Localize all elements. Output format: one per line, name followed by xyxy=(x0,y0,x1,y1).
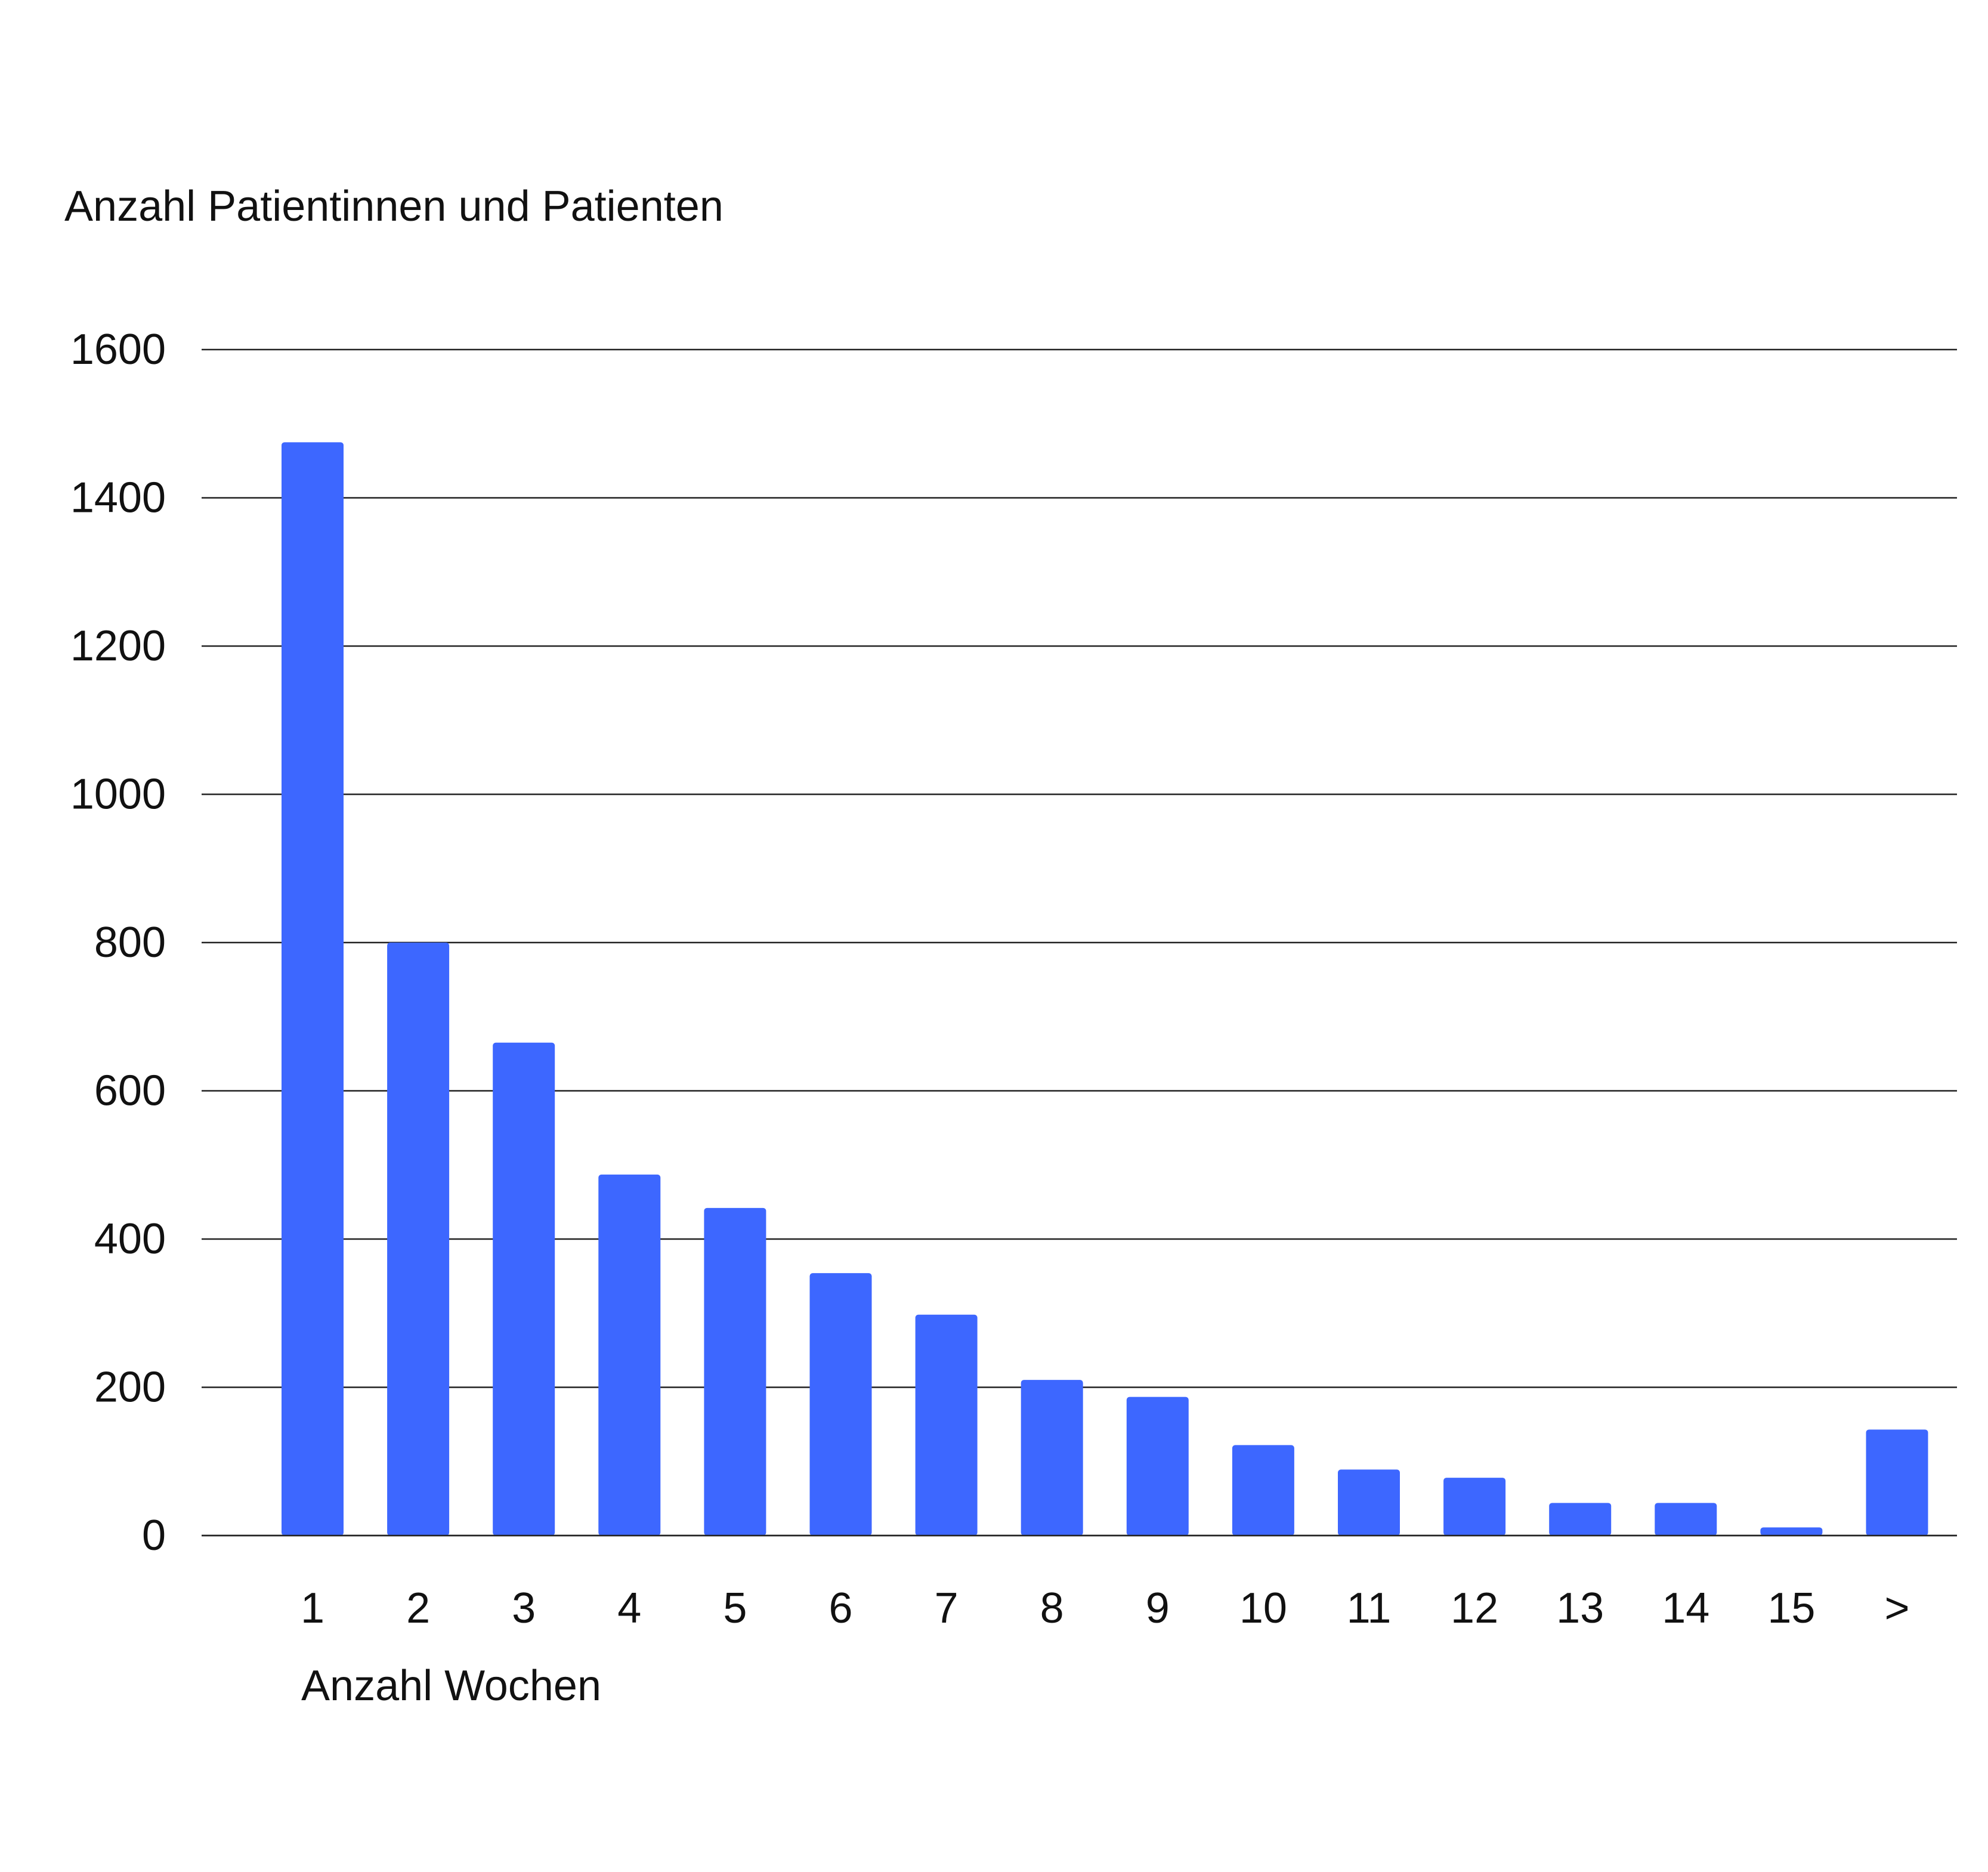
bar-gt15 xyxy=(1866,1429,1928,1536)
x-tick-label: 4 xyxy=(617,1584,641,1632)
x-axis-ticks: 1 2 3 4 5 6 7 8 9 10 11 12 13 14 15 > xyxy=(301,1584,1910,1632)
bar-2 xyxy=(387,943,450,1536)
y-tick-label: 600 xyxy=(94,1067,166,1115)
x-tick-label: 11 xyxy=(1347,1584,1392,1632)
bar-3 xyxy=(493,1042,555,1536)
bar-1 xyxy=(282,442,344,1536)
bar-9 xyxy=(1126,1397,1189,1536)
y-tick-label: 0 xyxy=(142,1512,166,1559)
bar-12 xyxy=(1443,1478,1506,1536)
x-axis-label: Anzahl Wochen xyxy=(301,1662,601,1710)
y-tick-label: 1600 xyxy=(70,326,166,373)
bar-13 xyxy=(1549,1503,1612,1536)
x-tick-label: 14 xyxy=(1662,1584,1709,1632)
bar-15 xyxy=(1760,1527,1823,1536)
x-tick-label: 8 xyxy=(1040,1584,1064,1632)
bar-5 xyxy=(704,1207,766,1536)
x-tick-label: 10 xyxy=(1239,1584,1287,1632)
x-tick-label: 5 xyxy=(723,1584,747,1632)
x-tick-label: 12 xyxy=(1451,1584,1498,1632)
bar-8 xyxy=(1021,1380,1083,1536)
x-tick-label: 1 xyxy=(301,1584,324,1632)
y-tick-label: 1000 xyxy=(70,771,166,818)
x-tick-label: 3 xyxy=(512,1584,536,1632)
y-tick-label: 1200 xyxy=(70,622,166,670)
x-tick-label: 2 xyxy=(406,1584,430,1632)
bars xyxy=(202,442,1957,1537)
y-tick-label: 1400 xyxy=(70,474,166,522)
y-axis-ticks: 0 200 400 600 800 1000 1200 1400 1600 xyxy=(70,326,166,1559)
x-tick-label: 6 xyxy=(828,1584,852,1632)
gridlines xyxy=(202,348,1957,1537)
x-tick-label: > xyxy=(1884,1584,1909,1632)
bar-7 xyxy=(915,1314,978,1536)
bar-14 xyxy=(1655,1503,1717,1536)
bar-6 xyxy=(809,1273,872,1536)
bar-10 xyxy=(1232,1445,1294,1536)
y-tick-label: 400 xyxy=(94,1215,166,1263)
bar-4 xyxy=(598,1174,661,1536)
y-tick-label: 200 xyxy=(94,1364,166,1411)
x-tick-label: 13 xyxy=(1556,1584,1604,1632)
y-axis-label: Anzahl Patientinnen und Patienten xyxy=(64,183,724,230)
bar-11 xyxy=(1338,1469,1400,1536)
x-tick-label: 15 xyxy=(1767,1584,1815,1632)
x-tick-label: 7 xyxy=(935,1584,959,1632)
y-tick-label: 800 xyxy=(94,919,166,966)
x-tick-label: 9 xyxy=(1146,1584,1170,1632)
